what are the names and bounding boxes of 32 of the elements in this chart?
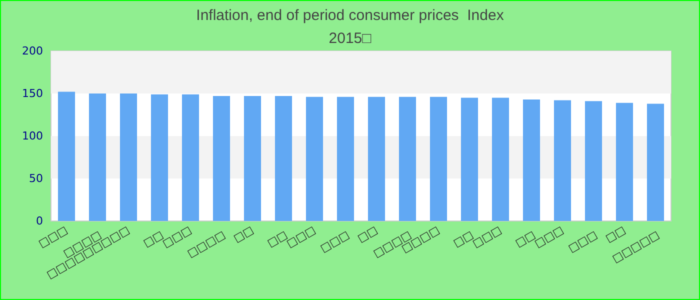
bar bbox=[368, 96, 386, 221]
chart-subtitle: 2015□ bbox=[328, 30, 372, 47]
bar bbox=[306, 96, 324, 221]
y-tick-label: 100 bbox=[22, 130, 43, 142]
x-tick-label: □□ bbox=[451, 228, 476, 250]
x-tick-label: □□ bbox=[513, 228, 538, 250]
x-tick-label: □□ bbox=[231, 223, 256, 246]
y-tick-label: 0 bbox=[36, 214, 43, 228]
bar bbox=[212, 96, 230, 221]
bar bbox=[182, 94, 200, 221]
bar bbox=[430, 96, 448, 221]
chart-title: Inflation, end of period consumer prices Index bbox=[196, 7, 504, 24]
x-tick-label: □□ bbox=[265, 228, 290, 250]
bar bbox=[554, 100, 572, 221]
bar bbox=[88, 94, 106, 221]
x-tick-label: □□ bbox=[141, 228, 166, 250]
bar bbox=[616, 102, 634, 221]
bar bbox=[492, 98, 510, 221]
bar bbox=[336, 96, 354, 221]
bar bbox=[120, 94, 138, 221]
bar bbox=[460, 98, 478, 221]
y-tick-label: 200 bbox=[22, 44, 43, 58]
bar bbox=[244, 96, 262, 221]
bar bbox=[584, 101, 602, 221]
bar bbox=[522, 99, 540, 221]
y-tick-label: 50 bbox=[29, 172, 43, 185]
bar bbox=[150, 94, 168, 221]
bar bbox=[58, 92, 76, 221]
bar bbox=[398, 96, 416, 221]
y-tick-label: 150 bbox=[22, 87, 43, 100]
bar bbox=[274, 96, 292, 221]
bar bbox=[646, 104, 664, 221]
